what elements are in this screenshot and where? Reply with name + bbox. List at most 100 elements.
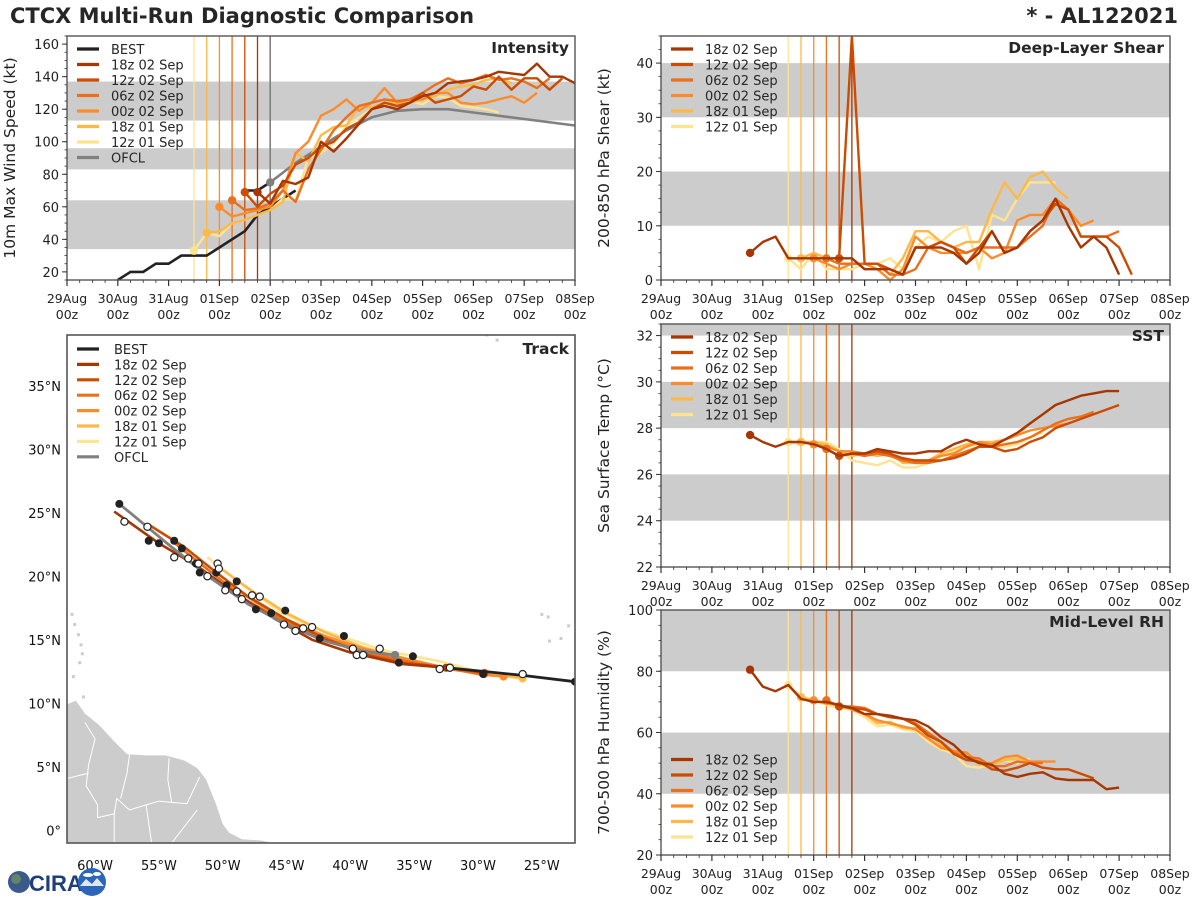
x-tick-label-date: 01Sep <box>794 866 834 881</box>
legend-label: 12z 01 Sep <box>705 831 778 846</box>
y-axis-label: 700-500 hPa Humidity (%) <box>595 630 613 835</box>
shaded-band <box>661 474 1170 521</box>
y-tick-label: 100 <box>628 604 653 619</box>
legend-item: 18z 02 Sep <box>77 358 187 373</box>
y-tick-label: 28 <box>636 422 653 437</box>
x-tick-label-date: 30Aug <box>692 291 732 306</box>
ramm-emblem-icon <box>78 868 106 896</box>
series-line <box>749 197 1121 276</box>
panel-title: SST <box>1132 327 1165 345</box>
plot-area <box>67 36 575 280</box>
x-tick-label-date: 31Aug <box>743 866 783 881</box>
x-tick-label-date: 04Sep <box>947 866 987 881</box>
lat-tick-label: 30°N <box>28 443 61 458</box>
lon-tick-label: 35°W <box>396 859 432 874</box>
track-marker-open <box>247 591 257 600</box>
island <box>495 338 499 342</box>
x-tick-label-hour: 00z <box>802 594 825 609</box>
legend-label: 00z 02 Sep <box>705 378 778 393</box>
legend-item: 18z 01 Sep <box>671 393 778 408</box>
y-tick-label: 160 <box>34 38 59 53</box>
island <box>58 609 61 612</box>
legend-item: 12z 01 Sep <box>77 136 184 151</box>
legend-item: 12z 02 Sep <box>671 59 778 74</box>
legend-label: 12z 01 Sep <box>705 409 778 424</box>
legend-label: 06z 02 Sep <box>114 389 187 404</box>
x-tick-label-date: 01Sep <box>794 291 834 306</box>
y-tick-label: 30 <box>636 111 653 126</box>
x-tick-label-hour: 00z <box>1057 307 1080 322</box>
plot-area <box>661 610 1170 855</box>
track-marker-open <box>194 559 203 568</box>
x-tick-label-hour: 00z <box>853 882 876 897</box>
track-marker-filled <box>315 634 324 643</box>
y-tick-label: 60 <box>42 201 59 216</box>
y-tick-label: 40 <box>636 788 653 803</box>
series-line <box>218 86 538 218</box>
x-tick-label-date: 29Aug <box>47 291 87 306</box>
legend-label: 18z 01 Sep <box>705 105 778 120</box>
island <box>82 695 86 699</box>
x-tick-label-hour: 00z <box>701 307 724 322</box>
series-line <box>749 389 1120 458</box>
legend-label: 12z 01 Sep <box>111 136 184 151</box>
x-tick-label-date: 04Sep <box>947 291 987 306</box>
ofcl-track-line <box>118 502 396 657</box>
x-tick-label-hour: 00z <box>1006 594 1029 609</box>
track-marker-open <box>170 553 179 562</box>
x-tick-label-date: 03Sep <box>896 866 936 881</box>
x-tick-label-hour: 00z <box>904 307 927 322</box>
legend-item: 18z 01 Sep <box>77 420 187 435</box>
legend-label: 12z 01 Sep <box>705 121 778 136</box>
legend-item: 12z 02 Sep <box>77 374 187 389</box>
island <box>71 675 75 679</box>
legend-item: 18z 01 Sep <box>77 121 184 136</box>
legend-label: 06z 02 Sep <box>705 74 778 89</box>
panel-title: Track <box>523 340 570 358</box>
x-tick-label-date: 31Aug <box>148 291 188 306</box>
x-tick-label-hour: 00z <box>752 882 775 897</box>
series-init-marker <box>202 228 211 238</box>
lat-tick-label: 5°N <box>37 761 62 776</box>
x-tick-label-hour: 00z <box>650 594 673 609</box>
x-tick-label-date: 08Sep <box>1150 578 1190 593</box>
island <box>76 633 80 637</box>
x-tick-label-date: 08Sep <box>1150 291 1190 306</box>
legend-label: 18z 02 Sep <box>705 331 778 346</box>
lon-tick-label: 40°W <box>332 859 368 874</box>
legend-label: 06z 02 Sep <box>705 785 778 800</box>
x-tick-label-hour: 00z <box>955 594 978 609</box>
series-init-marker <box>253 187 262 197</box>
panel-title: Deep-Layer Shear <box>1008 39 1164 57</box>
legend-label: 18z 01 Sep <box>705 393 778 408</box>
legend-label: 12z 02 Sep <box>705 347 778 362</box>
legend-item: 00z 02 Sep <box>671 378 778 393</box>
x-tick-label-hour: 00z <box>650 882 673 897</box>
panel-intensity: 20 40 60 80 100 120 140 160 10m Max Wind Speed (… <box>1 35 595 322</box>
track-marker-filled <box>251 605 260 614</box>
legend-item: 00z 02 Sep <box>77 105 184 120</box>
x-tick-label-date: 30Aug <box>692 866 732 881</box>
legend-item: 06z 02 Sep <box>77 90 184 105</box>
shaded-band <box>661 324 1170 336</box>
x-tick-label-date: 04Sep <box>947 578 987 593</box>
track-marker-filled <box>154 539 163 548</box>
track-marker-open <box>358 650 368 660</box>
x-tick-label-hour: 00z <box>802 882 825 897</box>
series-init-marker <box>745 430 755 440</box>
x-tick-label-hour: 00z <box>56 307 79 322</box>
x-tick-label-hour: 00z <box>853 594 876 609</box>
x-tick-label-date: 06Sep <box>1048 578 1088 593</box>
country-border <box>84 722 201 819</box>
x-tick-label-hour: 00z <box>208 307 231 322</box>
map-frame <box>66 334 576 844</box>
country-border <box>171 809 198 843</box>
track-marker-open <box>298 624 308 633</box>
track-marker-open <box>518 669 527 679</box>
track-marker-open <box>143 522 152 531</box>
legend-label: OFCL <box>114 451 149 466</box>
